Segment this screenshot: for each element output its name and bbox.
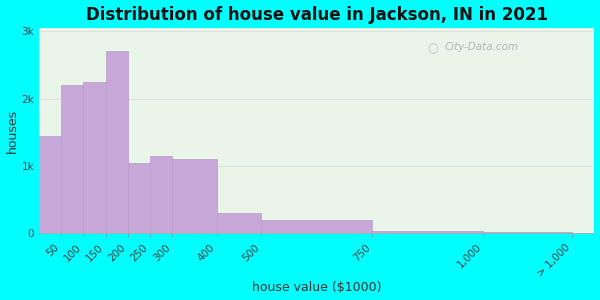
X-axis label: house value ($1000): house value ($1000) [252,281,382,294]
Bar [83,82,106,233]
Bar [106,52,128,233]
Text: City-Data.com: City-Data.com [445,42,518,52]
Bar [39,136,61,233]
Bar [217,213,261,233]
Bar [172,159,217,233]
Bar [484,232,572,233]
Bar [61,85,83,233]
Y-axis label: houses: houses [5,109,19,153]
Bar [150,156,172,233]
Title: Distribution of house value in Jackson, IN in 2021: Distribution of house value in Jackson, … [86,6,548,24]
Text: ○: ○ [428,42,439,55]
Bar [372,231,484,233]
Bar [128,163,150,233]
Bar [261,220,372,233]
